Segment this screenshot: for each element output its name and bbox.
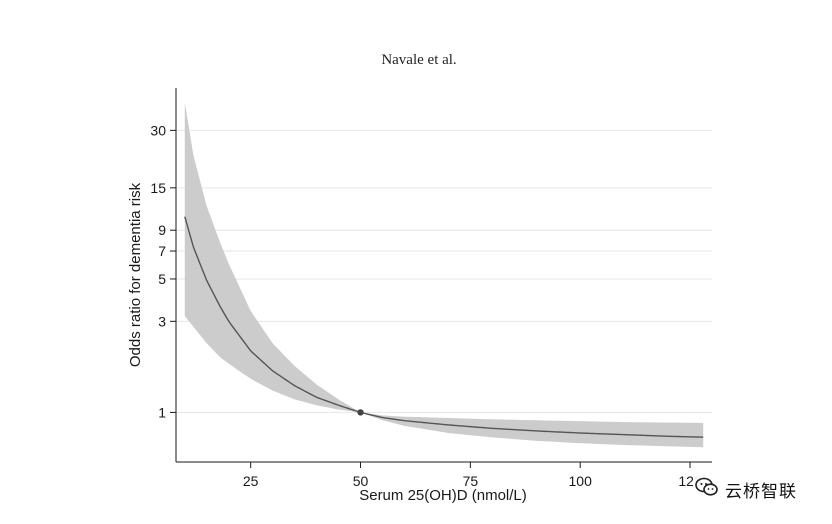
y-tick-label: 3 xyxy=(158,313,166,329)
series-line xyxy=(184,216,704,438)
gridlines xyxy=(176,129,712,413)
watermark: 云桥智联 xyxy=(693,476,801,502)
y-tick-label: 7 xyxy=(158,243,166,259)
watermark-text: 云桥智联 xyxy=(725,481,797,502)
confidence-band xyxy=(184,102,704,448)
axes xyxy=(175,88,712,463)
x-tick-label: 100 xyxy=(569,473,593,489)
reference-point xyxy=(357,409,364,416)
y-tick-label: 15 xyxy=(150,180,166,196)
x-tick-label: 25 xyxy=(243,473,259,489)
y-tick-label: 30 xyxy=(150,122,166,138)
x-tick-label: 75 xyxy=(463,473,479,489)
y-tick-label: 5 xyxy=(158,271,166,287)
y-tick-label: 1 xyxy=(158,404,166,420)
wechat-icon xyxy=(695,477,719,502)
x-axis-title: Serum 25(OH)D (nmol/L) xyxy=(359,487,527,504)
x-tick-label: 50 xyxy=(353,473,369,489)
series-line-group xyxy=(184,216,704,438)
confidence-band-group xyxy=(184,102,704,448)
y-axis-title: Odds ratio for dementia risk xyxy=(127,182,144,367)
y-tick-label: 9 xyxy=(158,222,166,238)
header-citation: Navale et al. xyxy=(381,52,456,68)
